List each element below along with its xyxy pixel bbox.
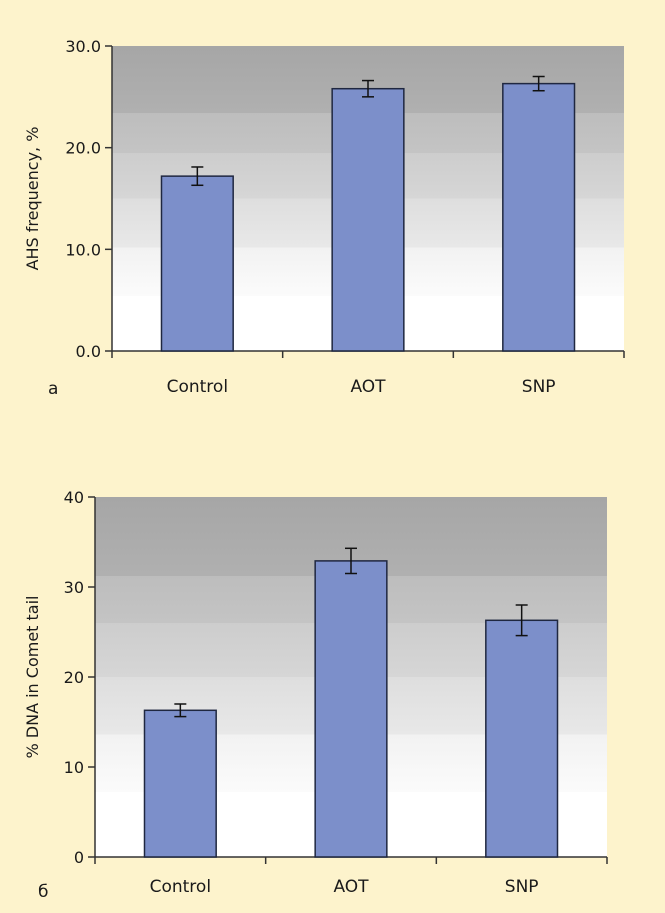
y-tick-label: 40 [64,488,84,507]
y-tick-label: 30 [64,578,84,597]
category-label: Control [167,377,228,397]
bar-aot [331,87,405,352]
category-label: SNP [505,877,539,897]
category-label: SNP [522,377,556,397]
chart-panel-1: 0.0 10.0 20.0 30.0 Control AOT SNP AHS frequenc… [23,37,625,399]
panel-label: a [48,379,58,399]
y-tick-label: 30.0 [65,37,101,56]
chart-panel-2: 0 10 20 30 40 Control AOT SNP % DNA in Comet tai… [23,488,608,902]
y-tick-label: 0.0 [76,342,101,361]
y-tick-label: 20 [64,668,84,687]
y-tick-label: 10 [64,758,84,777]
category-label: Control [150,877,211,897]
y-axis-title: % DNA in Comet tail [23,596,42,759]
panel-label: б [38,882,48,902]
y-tick-label: 20.0 [65,139,101,158]
category-label: AOT [350,377,386,397]
bar-snp [502,82,576,352]
y-tick-label: 0 [74,848,84,867]
y-axis-title: AHS frequency, % [23,127,42,271]
bar-aot [314,560,388,858]
bar-control [143,709,217,858]
bar-snp [485,619,559,858]
category-label: AOT [333,877,369,897]
y-tick-label: 10.0 [65,240,101,259]
bar-control [160,175,234,352]
